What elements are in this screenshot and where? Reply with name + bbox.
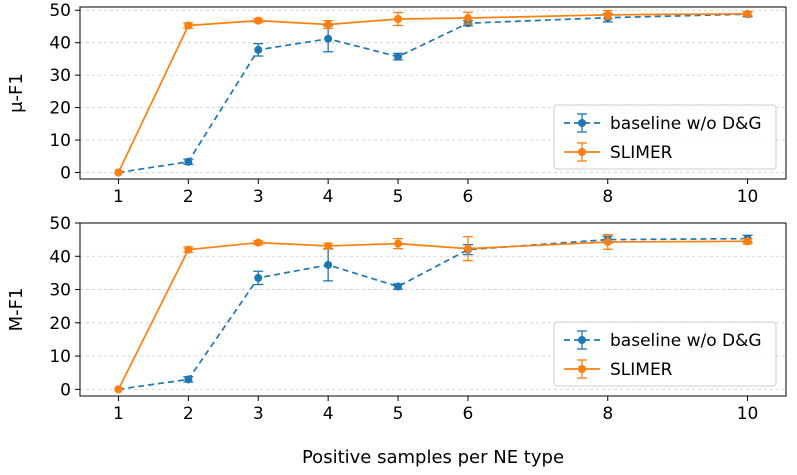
bottom-panel-m-f1: 0 10 20 30 40 50 1 2 3 4 5 6 8 10 M-F1 baseline w/o D&G… xyxy=(6,214,787,424)
data-point xyxy=(743,237,752,246)
x-tick-label: 3 xyxy=(253,404,264,424)
x-tick-label: 2 xyxy=(183,404,194,424)
top-panel-mu-f1: 0 10 20 30 40 50 1 2 3 4 5 6 8 10 μ-F1 baseline w/o D&G… xyxy=(6,1,787,207)
y-tick-label: 40 xyxy=(49,34,71,54)
series-slimer xyxy=(114,9,753,177)
series-line xyxy=(117,240,748,390)
plot-frame xyxy=(79,222,787,397)
data-point xyxy=(324,260,333,269)
legend: baseline w/o D&G SLIMER xyxy=(553,321,777,387)
data-point xyxy=(603,10,612,19)
y-tick-label: 20 xyxy=(49,99,71,119)
legend-marker xyxy=(578,148,586,156)
data-point xyxy=(463,244,472,253)
x-tick-label: 4 xyxy=(323,404,334,424)
y-axis-label: μ-F1 xyxy=(6,73,27,113)
x-tick-label: 5 xyxy=(393,404,404,424)
x-axis-label: Positive samples per NE type xyxy=(302,447,564,468)
x-tick-label: 3 xyxy=(253,187,264,207)
y-tick-label: 40 xyxy=(49,247,71,267)
data-point xyxy=(743,9,752,18)
data-point xyxy=(254,16,263,25)
legend-marker xyxy=(578,365,586,373)
data-point xyxy=(254,273,263,282)
y-axis-label: M-F1 xyxy=(6,288,27,332)
data-point xyxy=(394,52,403,61)
data-point xyxy=(394,15,403,24)
x-tick-label: 1 xyxy=(113,404,124,424)
y-tick-label: 0 xyxy=(60,164,71,184)
legend: baseline w/o D&G SLIMER xyxy=(553,104,777,170)
series-slimer xyxy=(114,233,753,394)
data-point xyxy=(394,239,403,248)
x-tick-label: 10 xyxy=(737,187,759,207)
data-point xyxy=(394,282,403,291)
y-tick-label: 10 xyxy=(49,131,71,151)
x-tick-label: 10 xyxy=(737,404,759,424)
data-point xyxy=(324,241,333,250)
x-tick-label: 2 xyxy=(183,187,194,207)
series-line xyxy=(118,13,748,174)
legend-label: baseline w/o D&G xyxy=(610,114,762,134)
legend-marker xyxy=(578,119,586,127)
plot-frame xyxy=(79,6,787,180)
y-tick-label: 10 xyxy=(49,347,71,367)
legend-box xyxy=(553,321,777,387)
x-tick-label: 6 xyxy=(463,187,474,207)
data-point xyxy=(254,45,263,54)
legend-label: baseline w/o D&G xyxy=(610,331,762,351)
y-tick-label: 30 xyxy=(49,281,71,301)
series-line xyxy=(118,237,748,391)
legend-label: SLIMER xyxy=(610,143,673,163)
data-point xyxy=(324,20,333,29)
x-tick-label: 1 xyxy=(113,187,124,207)
legend-label: SLIMER xyxy=(610,360,673,380)
data-point xyxy=(184,245,193,254)
legend-box xyxy=(553,104,777,170)
y-tick-label: 50 xyxy=(49,214,71,234)
y-tick-label: 30 xyxy=(49,66,71,86)
data-point xyxy=(184,375,193,384)
data-point xyxy=(603,237,612,246)
y-tick-label: 50 xyxy=(49,1,71,21)
x-tick-label: 6 xyxy=(463,404,474,424)
x-tick-label: 8 xyxy=(602,187,613,207)
series-line xyxy=(117,12,748,173)
data-point xyxy=(184,21,193,30)
data-point xyxy=(114,385,123,394)
x-tick-label: 8 xyxy=(602,404,613,424)
data-point xyxy=(184,157,193,166)
x-tick-label: 4 xyxy=(323,187,334,207)
data-point xyxy=(324,34,333,43)
legend-marker xyxy=(578,336,586,344)
x-tick-label: 5 xyxy=(393,187,404,207)
y-tick-label: 0 xyxy=(60,380,71,400)
y-tick-label: 20 xyxy=(49,314,71,334)
data-point xyxy=(463,14,472,23)
data-point xyxy=(254,238,263,247)
data-point xyxy=(114,168,123,177)
